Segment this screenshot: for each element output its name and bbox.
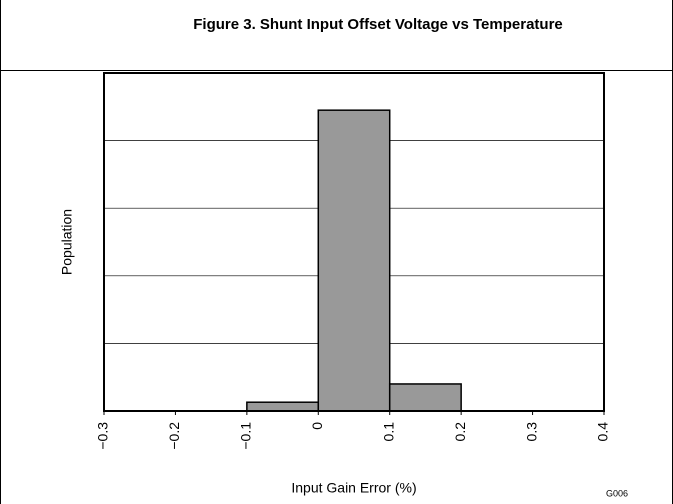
x-tick-label: 0.1 (380, 422, 396, 442)
x-tick-label: −0.3 (95, 422, 111, 450)
x-tick-label: 0.4 (595, 422, 611, 442)
plot-border (103, 72, 605, 412)
x-tick-label: 0 (309, 422, 325, 430)
bar (317, 109, 391, 412)
x-axis-label: Input Gain Error (%) (291, 480, 416, 496)
bar (246, 401, 320, 412)
x-tick-label: 0.3 (523, 422, 539, 442)
x-tick-label: −0.1 (238, 422, 254, 450)
y-axis-label: Population (59, 209, 75, 275)
chart-title: Figure 3. Shunt Input Offset Voltage vs … (193, 16, 563, 33)
figure-id: G006 (606, 488, 628, 498)
x-tick-label: −0.2 (166, 422, 182, 450)
bar (388, 383, 462, 412)
x-tick-label: 0.2 (452, 422, 468, 442)
